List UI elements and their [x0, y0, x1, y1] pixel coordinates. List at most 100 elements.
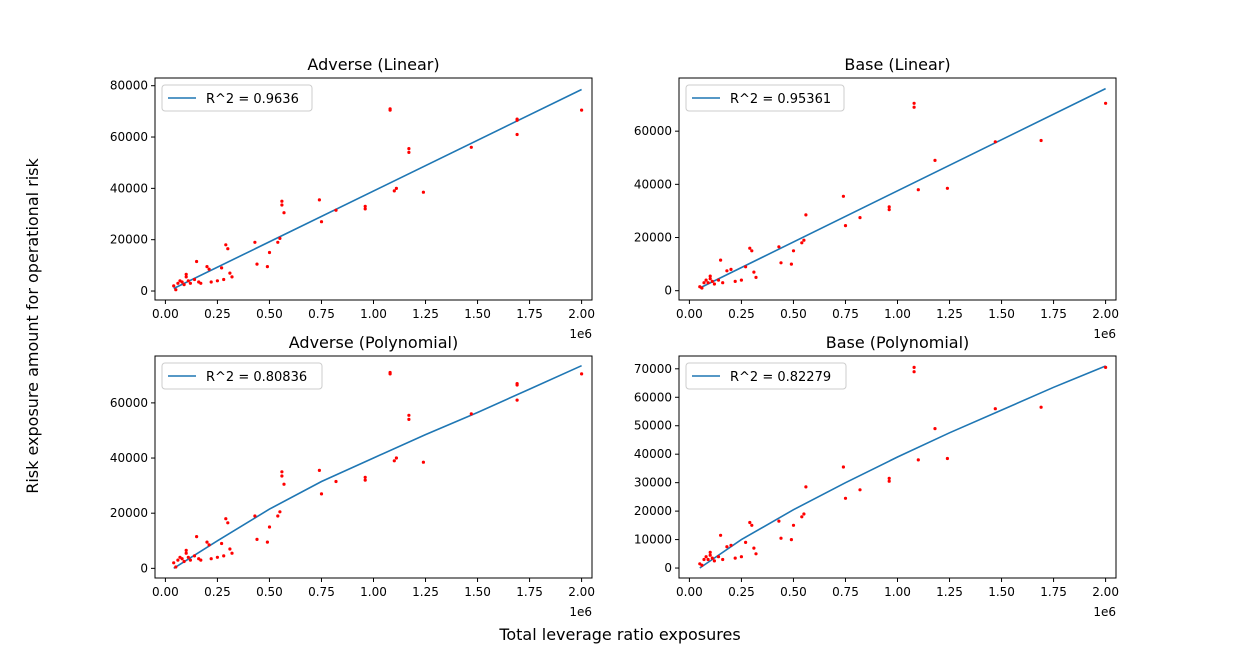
data-point	[421, 190, 425, 194]
x-tick-label: 2.00	[1092, 585, 1119, 599]
data-point	[725, 269, 729, 273]
data-point	[912, 101, 916, 105]
x-tick-label: 0.25	[728, 585, 755, 599]
data-point	[733, 556, 737, 560]
data-point	[933, 158, 937, 162]
x-tick-label: 2.00	[1092, 307, 1119, 321]
y-tick-label: 10000	[634, 533, 672, 547]
x-tick-label: 1.00	[884, 585, 911, 599]
y-tick-label: 20000	[110, 233, 148, 247]
data-point	[515, 398, 519, 402]
y-tick-label: 60000	[110, 130, 148, 144]
data-point	[184, 551, 188, 555]
x-tick-label: 1.25	[412, 585, 439, 599]
data-point	[394, 186, 398, 190]
data-point	[172, 284, 176, 288]
subplot-4: Base (Polynomial) 0.00 0.25 0.50 0.75 1.00 1.2…	[634, 333, 1119, 619]
data-point	[725, 545, 729, 549]
data-point	[779, 261, 783, 265]
fit-line	[699, 365, 1106, 569]
legend-label: R^2 = 0.95361	[730, 92, 831, 107]
data-point	[733, 279, 737, 283]
data-point	[515, 118, 519, 122]
x-tick-label: 0.00	[152, 585, 179, 599]
y-tick-label: 40000	[634, 447, 672, 461]
data-point	[174, 288, 178, 292]
data-point	[317, 468, 321, 472]
subplot-grid: Adverse (Linear) 0.00 0.25 0.50 0.75 1.00 1.25…	[110, 55, 1119, 619]
data-point	[195, 535, 199, 539]
x-tick-label: 1.75	[516, 307, 543, 321]
data-point	[791, 523, 796, 527]
x-tick-label: 0.00	[676, 307, 703, 321]
data-point	[916, 188, 920, 192]
data-point	[729, 267, 733, 271]
data-point	[363, 207, 367, 211]
data-point	[421, 460, 425, 464]
legend-label: R^2 = 0.9636	[206, 92, 299, 107]
data-point	[184, 275, 188, 279]
fit-line	[173, 88, 582, 290]
x-tick-label: 2.00	[568, 307, 595, 321]
x-tick-label: 0.50	[780, 307, 807, 321]
data-point	[176, 281, 180, 285]
data-point	[265, 540, 269, 544]
data-point	[580, 372, 584, 376]
x-tick-label: 1.75	[516, 585, 543, 599]
data-point	[407, 417, 411, 421]
data-point	[280, 203, 284, 207]
x-tick-label: 0.50	[256, 307, 283, 321]
subplot-2: Base (Linear) 0.00 0.25 0.50 0.75 1.00 1.25 1.5…	[634, 55, 1119, 341]
data-point	[186, 555, 190, 559]
data-point	[708, 277, 712, 281]
data-point	[195, 259, 199, 264]
data-point	[802, 512, 806, 516]
data-point	[180, 557, 184, 561]
subplot-title: Adverse (Polynomial)	[289, 333, 458, 352]
data-point	[1039, 138, 1043, 143]
data-point	[226, 247, 230, 251]
data-point	[800, 515, 804, 519]
data-point	[700, 286, 704, 290]
data-point	[222, 277, 226, 282]
figure-xlabel: Total leverage ratio exposures	[498, 625, 740, 644]
data-point	[407, 147, 411, 151]
data-point	[207, 267, 211, 271]
data-point	[228, 547, 232, 551]
data-point	[319, 220, 324, 224]
data-point	[207, 543, 211, 547]
data-point	[230, 275, 234, 279]
data-point	[407, 413, 411, 417]
data-point	[280, 199, 284, 203]
data-point	[702, 557, 706, 562]
data-point	[750, 249, 754, 253]
data-point	[721, 281, 725, 285]
data-point	[789, 262, 794, 266]
x-scale-label: 1e6	[1093, 327, 1116, 341]
data-point	[791, 249, 796, 253]
data-point	[215, 279, 219, 283]
legend-box	[685, 84, 845, 112]
data-point	[729, 543, 733, 547]
data-point	[716, 278, 721, 282]
data-point	[188, 558, 192, 562]
data-point	[184, 272, 188, 276]
data-point	[858, 488, 862, 492]
data-point	[267, 250, 272, 255]
subplot-title: Base (Linear)	[844, 55, 950, 74]
data-point	[199, 558, 203, 562]
data-point	[174, 565, 178, 569]
data-point	[719, 533, 723, 537]
x-tick-label: 0.75	[308, 307, 335, 321]
data-point	[334, 208, 338, 212]
data-point	[388, 372, 392, 376]
data-point	[469, 412, 473, 416]
data-point	[278, 236, 282, 240]
x-tick-label: 0.25	[204, 585, 231, 599]
data-point	[363, 204, 367, 208]
data-point	[704, 278, 708, 282]
y-tick-label: 40000	[634, 177, 672, 191]
x-tick-label: 0.00	[676, 585, 703, 599]
data-point	[253, 240, 257, 244]
data-point	[205, 540, 209, 544]
